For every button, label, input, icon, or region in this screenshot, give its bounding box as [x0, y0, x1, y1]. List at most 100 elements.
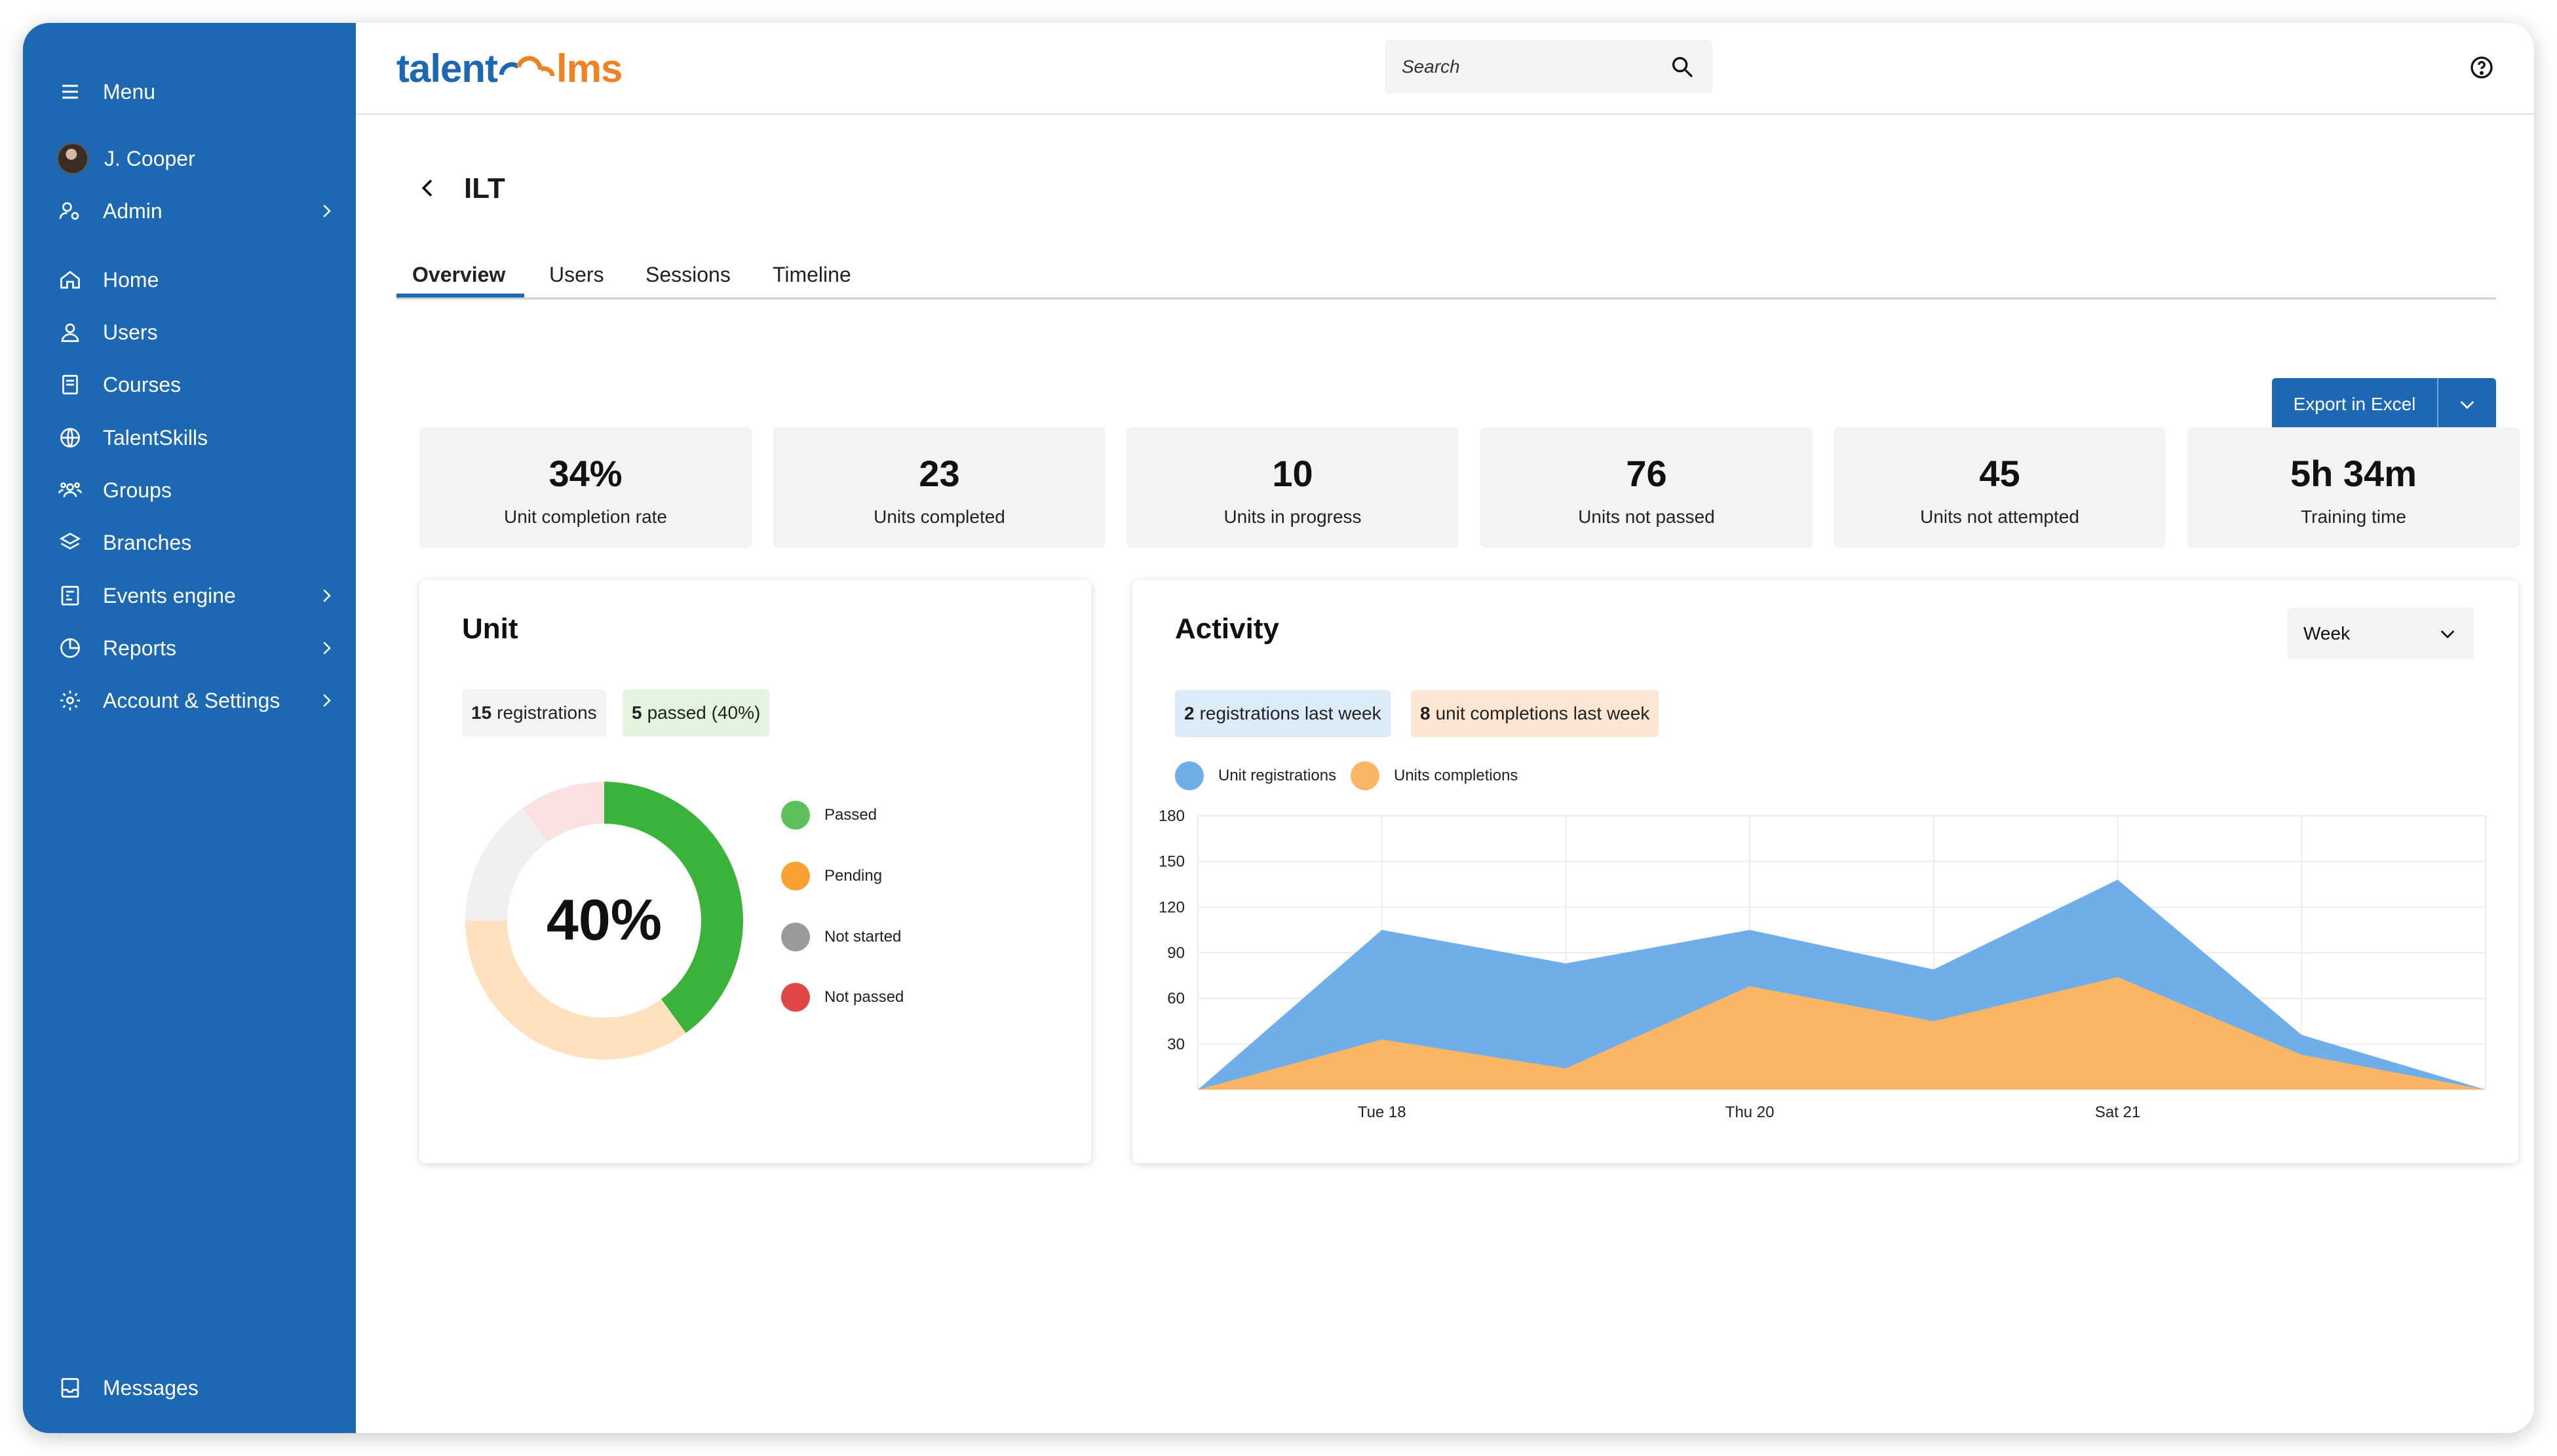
- search-input[interactable]: [1402, 56, 1669, 77]
- stat-value: 23: [919, 453, 960, 494]
- sidebar-item-label: Admin: [103, 199, 163, 223]
- search-box[interactable]: [1385, 40, 1712, 94]
- sidebar-item-events-engine[interactable]: Events engine: [57, 576, 336, 615]
- user-profile[interactable]: J. Cooper: [57, 139, 336, 178]
- stat-card: 23 Units completed: [773, 427, 1105, 548]
- chevron-right-icon: [323, 204, 331, 218]
- comp-count: 8: [1420, 703, 1431, 723]
- reg-text: registrations last week: [1199, 703, 1381, 723]
- search-icon[interactable]: [1669, 54, 1695, 80]
- passed-badge: 5 passed (40%): [623, 689, 770, 737]
- comp-text: unit completions last week: [1435, 703, 1650, 723]
- reg-count: 2: [1184, 703, 1195, 723]
- layers-icon: [57, 529, 83, 556]
- donut-slice-passed: [604, 782, 744, 1033]
- legend-dot: [1351, 761, 1379, 790]
- sidebar-item-admin[interactable]: Admin: [57, 191, 336, 231]
- cloud-icon: [499, 56, 555, 77]
- stat-label: Units completed: [874, 507, 1005, 527]
- sidebar-item-account-settings[interactable]: Account & Settings: [57, 681, 336, 720]
- stat-value: 45: [1979, 453, 2020, 494]
- y-tick-label: 150: [1159, 853, 1185, 871]
- legend-item-not-started: Not started: [781, 923, 901, 951]
- export-dropdown-button[interactable]: [2438, 394, 2496, 415]
- stat-card: 34% Unit completion rate: [419, 427, 752, 548]
- export-button-group: Export in Excel: [2272, 378, 2496, 431]
- x-tick-label: Tue 18: [1358, 1103, 1406, 1121]
- sidebar-item-label: Branches: [103, 530, 192, 554]
- legend-label: Units completions: [1394, 767, 1518, 784]
- legend-dot: [1175, 761, 1204, 790]
- y-tick-label: 90: [1167, 944, 1185, 962]
- page-title: ILT: [464, 172, 505, 204]
- sidebar: Menu J. Cooper Admin Home Users: [23, 23, 356, 1433]
- legend-label: Pending: [824, 867, 883, 885]
- sidebar-item-label: Home: [103, 267, 159, 292]
- stat-card: 10 Units in progress: [1126, 427, 1459, 548]
- tab-sessions[interactable]: Sessions: [645, 263, 731, 286]
- chevron-down-icon: [2440, 630, 2455, 639]
- sidebar-item-label: Groups: [103, 478, 172, 502]
- y-tick-label: 60: [1167, 990, 1185, 1008]
- sidebar-item-reports[interactable]: Reports: [57, 628, 336, 668]
- sidebar-item-branches[interactable]: Branches: [57, 523, 336, 562]
- sidebar-item-messages[interactable]: Messages: [57, 1368, 336, 1408]
- sidebar-item-label: Account & Settings: [103, 688, 280, 712]
- registrations-count: 15: [471, 702, 492, 723]
- passed-count: 5: [632, 702, 642, 723]
- back-arrow-icon[interactable]: [415, 175, 441, 201]
- legend-dot: [781, 801, 810, 830]
- menu-label: Menu: [103, 79, 156, 104]
- sidebar-item-courses[interactable]: Courses: [57, 365, 336, 404]
- stat-value: 5h 34m: [2290, 453, 2417, 494]
- sidebar-item-talentskills[interactable]: TalentSkills: [57, 418, 336, 457]
- tab-timeline[interactable]: Timeline: [773, 263, 851, 286]
- group-icon: [57, 477, 83, 503]
- events-icon: [57, 583, 83, 609]
- legend-item-unit-registrations: Unit registrations: [1175, 761, 1336, 790]
- sidebar-item-label: Reports: [103, 636, 177, 660]
- messages-label: Messages: [103, 1375, 199, 1400]
- stat-card: 76 Units not passed: [1480, 427, 1813, 548]
- logo-text-right: lms: [556, 46, 623, 90]
- sidebar-item-label: Users: [103, 320, 158, 344]
- legend-dot: [781, 862, 810, 891]
- registrations-text: registrations: [497, 702, 597, 723]
- stat-value: 34%: [548, 453, 623, 494]
- stat-label: Training time: [2301, 507, 2406, 527]
- talentlms-logo[interactable]: talent lms: [396, 45, 623, 91]
- active-tab-indicator: [396, 294, 524, 297]
- stat-value: 76: [1626, 453, 1667, 494]
- sidebar-item-label: Courses: [103, 372, 182, 396]
- stat-label: Units not passed: [1578, 507, 1715, 527]
- tab-overview[interactable]: Overview: [412, 263, 506, 286]
- tab-users[interactable]: Users: [549, 263, 604, 286]
- main-content: ILT Overview Users Sessions Timeline Exp…: [356, 115, 2534, 1433]
- user-cog-icon: [57, 198, 83, 224]
- legend-label: Unit registrations: [1218, 767, 1337, 784]
- hamburger-icon: [57, 79, 83, 105]
- sidebar-item-home[interactable]: Home: [57, 260, 336, 299]
- stat-label: Units in progress: [1223, 507, 1362, 527]
- period-select[interactable]: Week: [2288, 607, 2474, 660]
- sidebar-item-groups[interactable]: Groups: [57, 470, 336, 510]
- chevron-right-icon: [323, 694, 331, 707]
- sidebar-item-label: TalentSkills: [103, 425, 208, 450]
- unit-donut-chart: [465, 782, 744, 1060]
- legend-item-units-completions: Units completions: [1351, 761, 1518, 790]
- chevron-down-icon: [2460, 401, 2474, 410]
- tab-bar: Overview Users Sessions Timeline: [396, 252, 2496, 299]
- legend-label: Not started: [824, 928, 902, 946]
- legend-item-pending: Pending: [781, 862, 882, 891]
- logo-text-left: talent: [396, 46, 498, 90]
- menu-toggle[interactable]: Menu: [57, 72, 336, 111]
- activity-panel-title: Activity: [1175, 613, 1279, 645]
- help-icon[interactable]: [2469, 54, 2495, 81]
- sidebar-item-users[interactable]: Users: [57, 313, 336, 352]
- pie-chart-icon: [57, 635, 83, 661]
- y-tick-label: 180: [1159, 807, 1185, 825]
- user-icon: [57, 319, 83, 345]
- legend-dot: [781, 983, 810, 1012]
- export-excel-button[interactable]: Export in Excel: [2272, 378, 2438, 431]
- globe-icon: [57, 425, 83, 451]
